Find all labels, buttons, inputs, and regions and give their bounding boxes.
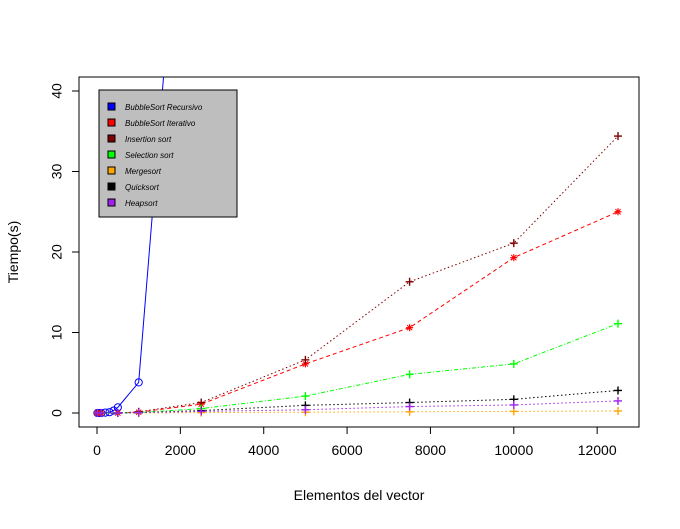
series-selection-sort [93, 319, 622, 417]
marker-stroke [406, 324, 413, 331]
data-point [105, 408, 114, 417]
data-point [614, 319, 622, 328]
legend-label: Selection sort [125, 151, 174, 160]
legend-label: BubbleSort Iterativo [125, 119, 196, 128]
data-point [614, 396, 622, 405]
data-point [301, 392, 310, 401]
x-tick-label: 0 [93, 442, 101, 458]
y-tick-label: 10 [49, 325, 65, 341]
legend-label: Mergesort [125, 167, 162, 176]
data-point [134, 408, 143, 417]
data-point [197, 407, 206, 416]
y-tick-label: 0 [49, 409, 65, 417]
legend-label: Quicksort [125, 183, 160, 192]
data-point [614, 386, 622, 395]
data-point [405, 277, 414, 286]
legend-swatch [107, 166, 116, 175]
data-point [301, 405, 310, 414]
x-tick-label: 8000 [415, 442, 446, 458]
data-point [134, 378, 143, 387]
legend-swatch [107, 118, 116, 127]
legend-label: Heapsort [125, 199, 158, 208]
x-tick-label: 12000 [578, 442, 617, 458]
legend-label: Insertion sort [125, 135, 172, 144]
marker-stroke [510, 254, 517, 261]
x-axis-label: Elementos del vector [294, 487, 425, 503]
legend-swatch [107, 198, 116, 207]
data-point [301, 355, 310, 364]
data-point [509, 359, 518, 368]
legend-swatch [107, 134, 116, 143]
x-tick-label: 10000 [494, 442, 533, 458]
legend-box [98, 89, 238, 218]
y-tick-label: 40 [49, 83, 65, 99]
data-point [405, 370, 414, 379]
x-tick-label: 2000 [165, 442, 196, 458]
x-tick-label: 6000 [332, 442, 363, 458]
y-tick-label: 30 [49, 164, 65, 180]
marker-stroke [615, 208, 621, 215]
y-tick-label: 20 [49, 244, 65, 260]
data-point [509, 400, 518, 409]
data-point [405, 402, 414, 411]
series-line [97, 211, 619, 414]
legend-swatch [107, 182, 116, 191]
data-point [97, 409, 106, 417]
series-line [97, 389, 619, 414]
data-point [509, 239, 518, 248]
data-point [614, 132, 622, 141]
legend-swatch [107, 102, 116, 111]
legend-label: BubbleSort Recursivo [125, 103, 203, 112]
legend: BubbleSort Recursivo BubbleSort Iterativo… [98, 89, 238, 218]
data-point [113, 409, 122, 417]
series-layer [93, 77, 622, 418]
legend-swatch [107, 150, 116, 159]
data-point [614, 208, 622, 216]
series-line [97, 410, 619, 414]
data-point [614, 406, 622, 415]
series-heapsort [93, 396, 622, 417]
axes: 0 2000 4000 6000 8000 10000 12000 0 10 20 30 40 [49, 83, 617, 458]
data-point [510, 254, 518, 262]
data-point [406, 324, 414, 332]
x-tick-label: 4000 [248, 442, 279, 458]
y-axis-label: Tiempo(s) [5, 221, 21, 284]
series-line [97, 323, 619, 414]
series-line [97, 400, 619, 414]
marker-stroke [302, 360, 309, 367]
